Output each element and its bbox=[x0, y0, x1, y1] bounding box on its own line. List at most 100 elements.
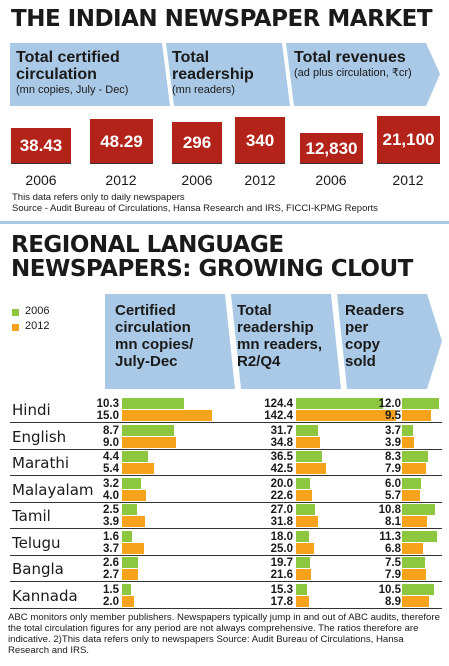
data-label: 1.5 bbox=[103, 583, 119, 596]
category-label: Kannada bbox=[12, 586, 78, 605]
data-label: 4.0 bbox=[103, 489, 119, 502]
data-label: 10.5 bbox=[378, 583, 401, 596]
section-divider bbox=[0, 221, 449, 224]
bar-readers_per_copy-2012 bbox=[402, 489, 420, 501]
bar-readership-2012 bbox=[296, 436, 321, 448]
col-readership-header: Total readership mn readers, R2/Q4 bbox=[237, 302, 323, 370]
bar-readers_per_copy-2012 bbox=[402, 516, 427, 527]
bar-circulation-2012 bbox=[122, 410, 212, 421]
data-label: 2.6 bbox=[103, 557, 119, 569]
year-label: 2006 bbox=[25, 172, 57, 188]
bar-readership-2012 bbox=[296, 542, 314, 554]
data-label: 22.6 bbox=[270, 489, 293, 502]
market-note: This data refers only to daily newspaper… bbox=[12, 192, 185, 203]
bar-readership-2006 bbox=[296, 477, 311, 489]
data-label: 124.4 bbox=[264, 398, 293, 410]
bar-readership-2006 bbox=[296, 398, 384, 409]
data-label: 2.0 bbox=[103, 595, 119, 608]
row-divider bbox=[10, 607, 442, 609]
revenues-2006-value: 12,830 bbox=[300, 133, 363, 164]
regional-title-line1: REGIONAL LANGUAGE bbox=[11, 232, 284, 258]
data-label: 10.8 bbox=[378, 504, 401, 516]
circulation-2006-value: 38.43 bbox=[11, 128, 71, 164]
bar-readers_per_copy-2006 bbox=[402, 504, 436, 515]
data-label: 17.8 bbox=[270, 595, 293, 608]
data-label: 8.9 bbox=[385, 595, 401, 608]
data-label: 20.0 bbox=[270, 477, 293, 490]
data-label: 15.0 bbox=[96, 410, 119, 422]
year-label: 2006 bbox=[315, 172, 347, 188]
data-label: 31.8 bbox=[270, 516, 293, 528]
bar-readers_per_copy-2012 bbox=[402, 595, 430, 607]
bar-readership-2006 bbox=[296, 530, 309, 542]
readership-2006-value: 296 bbox=[172, 122, 222, 164]
circulation-header: Total certified circulation (mn copies, … bbox=[16, 49, 156, 97]
data-label: 8.1 bbox=[385, 516, 401, 528]
bar-circulation-2006 bbox=[122, 530, 132, 542]
data-label: 9.0 bbox=[103, 436, 119, 449]
data-label: 10.3 bbox=[96, 398, 119, 410]
year-label: 2006 bbox=[181, 172, 213, 188]
bar-readers_per_copy-2006 bbox=[402, 557, 426, 568]
data-label: 2.5 bbox=[103, 504, 119, 516]
data-label: 3.9 bbox=[385, 436, 401, 449]
bar-readers_per_copy-2006 bbox=[402, 477, 421, 489]
bar-readership-2006 bbox=[296, 504, 315, 515]
revenues-header-title: Total revenues bbox=[294, 49, 406, 66]
data-label: 34.8 bbox=[270, 436, 293, 449]
regional-header-band bbox=[105, 294, 442, 389]
data-label: 12.0 bbox=[378, 398, 401, 410]
data-label: 18.0 bbox=[270, 530, 293, 543]
data-label: 1.6 bbox=[103, 530, 119, 543]
bar-circulation-2012 bbox=[122, 516, 146, 527]
bar-circulation-2006 bbox=[122, 477, 142, 489]
category-label: English bbox=[12, 427, 67, 446]
legend-swatch-2006 bbox=[12, 309, 19, 316]
data-label: 8.3 bbox=[385, 451, 401, 463]
data-label: 27.0 bbox=[270, 504, 293, 516]
data-label: 9.5 bbox=[385, 410, 401, 422]
bar-readership-2012 bbox=[296, 569, 312, 580]
data-label: 6.8 bbox=[385, 542, 401, 555]
regional-footnote: ABC monitors only member publishers. New… bbox=[8, 612, 440, 656]
circulation-2012-value: 48.29 bbox=[90, 119, 153, 164]
row-divider bbox=[10, 475, 442, 476]
regional-title-line2: NEWSPAPERS: GROWING CLOUT bbox=[11, 256, 413, 282]
col-readers-per-copy-header: Readers per copy sold bbox=[345, 302, 405, 370]
data-label: 3.9 bbox=[103, 516, 119, 528]
bar-readership-2012 bbox=[296, 516, 319, 527]
bar-readership-2006 bbox=[296, 451, 322, 462]
circulation-header-title: Total certified circulation bbox=[16, 49, 120, 83]
bar-circulation-2012 bbox=[122, 595, 134, 607]
bar-readers_per_copy-2006 bbox=[402, 583, 435, 595]
data-label: 42.5 bbox=[270, 463, 293, 475]
bar-readers_per_copy-2012 bbox=[402, 569, 427, 580]
data-label: 6.0 bbox=[385, 477, 401, 490]
data-label: 3.2 bbox=[103, 477, 119, 490]
data-label: 8.7 bbox=[103, 424, 119, 437]
data-label: 31.7 bbox=[270, 424, 293, 437]
bar-circulation-2006 bbox=[122, 451, 149, 462]
row-divider bbox=[10, 528, 442, 529]
bar-readers_per_copy-2012 bbox=[402, 410, 432, 421]
year-label: 2012 bbox=[244, 172, 276, 188]
data-label: 5.4 bbox=[103, 463, 119, 475]
data-label: 21.6 bbox=[270, 569, 293, 581]
data-label: 142.4 bbox=[264, 410, 293, 422]
year-label: 2012 bbox=[105, 172, 137, 188]
data-label: 7.9 bbox=[385, 463, 401, 475]
row-divider bbox=[10, 448, 442, 450]
bar-readers_per_copy-2006 bbox=[402, 398, 439, 409]
bar-circulation-2012 bbox=[122, 489, 146, 501]
category-label: Tamil bbox=[12, 507, 51, 525]
bar-circulation-2012 bbox=[122, 542, 145, 554]
category-label: Bangla bbox=[12, 560, 64, 578]
row-divider bbox=[10, 422, 442, 423]
year-label: 2012 bbox=[392, 172, 424, 188]
bar-readers_per_copy-2012 bbox=[402, 436, 415, 448]
regional-title: REGIONAL LANGUAGE NEWSPAPERS: GROWING CL… bbox=[11, 233, 413, 281]
bar-readership-2006 bbox=[296, 557, 310, 568]
category-label: Hindi bbox=[12, 401, 51, 419]
bar-circulation-2006 bbox=[122, 398, 184, 409]
category-label: Marathi bbox=[12, 454, 70, 472]
